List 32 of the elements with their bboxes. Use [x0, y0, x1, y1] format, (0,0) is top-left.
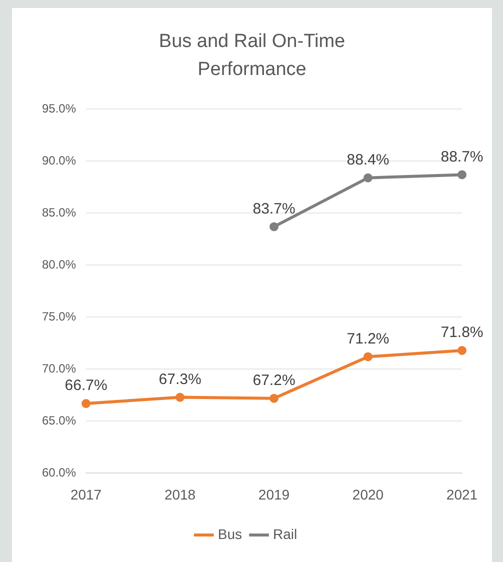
y-tick-label: 60.0% — [42, 466, 76, 480]
point — [270, 394, 279, 403]
x-tick-label: 2019 — [258, 486, 290, 502]
point — [364, 352, 373, 362]
point — [176, 392, 185, 402]
data-label: 71.2% — [346, 330, 390, 348]
legend-label: Rail — [273, 526, 298, 542]
data-label: 67.2% — [252, 372, 296, 389]
point — [458, 346, 466, 355]
point — [270, 222, 279, 232]
y-tick-label: 90.0% — [42, 154, 76, 168]
y-tick-label: 85.0% — [42, 206, 76, 220]
data-label: 71.8% — [440, 324, 484, 342]
data-label: 88.4% — [346, 151, 390, 168]
y-tick-label: 65.0% — [42, 414, 76, 428]
point — [82, 399, 91, 408]
data-label: 66.7% — [64, 377, 108, 394]
point — [458, 170, 466, 180]
point — [364, 173, 373, 182]
x-tick-label: 2017 — [70, 486, 102, 502]
chart-title: Bus and Rail On-Time Performance — [158, 30, 346, 82]
data-label: 67.3% — [158, 370, 202, 388]
data-label: 83.7% — [252, 200, 296, 218]
x-tick-label: 2020 — [352, 486, 384, 502]
x-tick-label: 2021 — [446, 486, 478, 502]
x-tick-label: 2018 — [164, 486, 196, 502]
y-tick-label: 95.0% — [42, 102, 76, 116]
legend-label: Bus — [218, 526, 242, 542]
y-tick-label: 75.0% — [42, 310, 76, 324]
data-label: 88.7% — [440, 148, 484, 166]
y-tick-label: 70.0% — [42, 362, 76, 376]
y-tick-label: 80.0% — [42, 258, 76, 272]
